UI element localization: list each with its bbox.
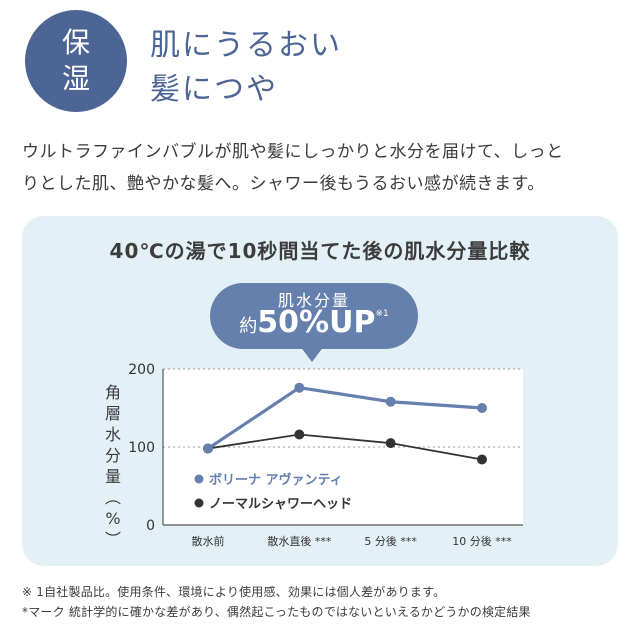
x-tick-label: 5 分後 ***: [364, 534, 417, 548]
headline-line-2: 髪につや: [150, 72, 278, 107]
y-axis-unit: %: [105, 509, 121, 528]
y-tick-label: 0: [146, 518, 155, 534]
moisture-badge: 保 湿: [25, 10, 127, 112]
callout-label: 肌水分量: [277, 291, 350, 310]
data-point: [477, 454, 487, 465]
y-axis-label-char: 分: [104, 446, 121, 465]
badge-char-1: 保: [61, 26, 90, 59]
series-line: [207, 433, 483, 461]
data-point: [294, 429, 305, 440]
x-tick-label: 10 分後 ***: [452, 534, 512, 548]
y-axis-label-char: 量: [104, 467, 121, 486]
x-tick-label: 散水前: [192, 534, 225, 548]
legend-label: ボリーナ アヴァンティ: [209, 472, 343, 488]
footnote-1: ※ 1自社製品比。使用条件、環境により使用感、効果には個人差があります。: [22, 585, 446, 599]
y-tick-label: 200: [128, 362, 155, 378]
callout-value-line: 約50%UP※1: [210, 305, 418, 340]
headline: 肌にうるおい 髪につや: [150, 24, 342, 112]
chart-title: 40℃の湯で10秒間当てた後の肌水分量比較: [109, 239, 531, 263]
data-point: [203, 443, 213, 454]
callout-bubble-tail: [300, 346, 324, 362]
series-line: [207, 386, 483, 450]
y-tick-label: 100: [128, 440, 155, 456]
y-axis-paren-open: ︵: [104, 488, 121, 507]
legend-marker: [194, 474, 204, 484]
callout-prefix: 約: [239, 316, 258, 337]
data-point: [385, 396, 396, 407]
y-axis-label: 角 層 水 分 量 ︵ % ︶: [102, 382, 124, 550]
data-point: [477, 403, 487, 413]
callout-note: ※1: [375, 309, 389, 319]
footnote-2: *マーク 統計学的に確かな差があり、偶然起こったものではないといえるかどうかの検…: [22, 605, 531, 619]
data-point: [385, 438, 396, 449]
y-axis-label-char: 層: [104, 404, 121, 423]
data-point: [294, 382, 305, 393]
y-axis-label-char: 角: [104, 383, 121, 402]
headline-line-1: 肌にうるおい: [150, 28, 342, 63]
y-axis-paren-close: ︶: [104, 530, 121, 549]
callout-bubble: [210, 283, 418, 349]
description-line-1: ウルトラファインバブルが肌や髪にしっかりと水分を届けて、しっと: [22, 142, 564, 162]
description-line-2: りとした肌、艶やかな髪へ。シャワー後もうるおい感が続きます。: [22, 174, 545, 194]
legend-label: ノーマルシャワーヘッド: [209, 497, 352, 512]
description: ウルトラファインバブルが肌や髪にしっかりと水分を届けて、しっと りとした肌、艶や…: [22, 136, 622, 200]
y-axis-label-char: 水: [104, 425, 121, 444]
x-tick-label: 散水直後 ***: [267, 534, 331, 548]
legend-marker: [194, 498, 204, 508]
badge-char-2: 湿: [61, 62, 90, 95]
callout-value: 50%UP: [257, 305, 376, 340]
